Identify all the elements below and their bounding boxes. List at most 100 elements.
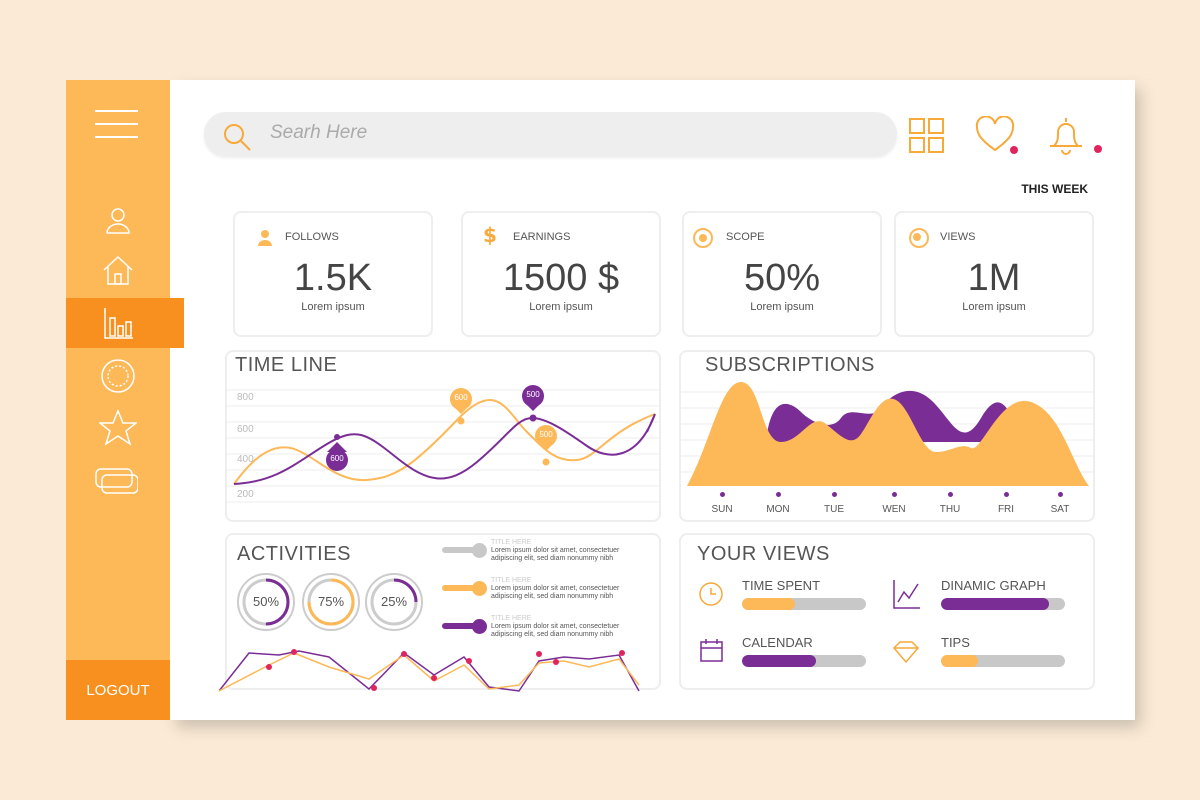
sidebar-item-sun[interactable] (96, 356, 140, 396)
toggle-slider[interactable] (442, 623, 482, 629)
user-icon (258, 230, 272, 246)
timeline-card: TIME LINE 800 600 400 200 600 600 500 50… (225, 350, 661, 522)
calendar-icon (700, 639, 723, 662)
toggle-slider[interactable] (442, 547, 482, 553)
stat-card-views: VIEWS 1M Lorem ipsum (894, 211, 1094, 337)
sidebar-item-user[interactable] (96, 200, 140, 240)
day-dot (1003, 492, 1009, 497)
day-dot (719, 492, 725, 497)
stat-card-scope: SCOPE 50% Lorem ipsum (682, 211, 882, 337)
subscriptions-title: SUBSCRIPTIONS (705, 354, 875, 376)
search-input[interactable]: Searh Here (204, 112, 897, 156)
activity-title: TITLE HERE (491, 615, 532, 622)
stat-card-earnings: $ EARNINGS 1500 $ Lorem ipsum (461, 211, 661, 337)
view-progress-bar (742, 655, 866, 667)
activities-line-chart (219, 649, 640, 692)
y-tick: 800 (237, 392, 254, 403)
sidebar-item-star[interactable] (96, 408, 140, 448)
sidebar-item-home[interactable] (96, 250, 140, 290)
sun-icon (101, 359, 135, 393)
activity-text: Lorem ipsum dolor sit amet, consectetuer (491, 547, 620, 554)
home-icon (103, 255, 133, 285)
ring-label: 25% (380, 594, 408, 609)
marker-label: 500 (539, 430, 553, 439)
day-label: SUN (711, 504, 733, 515)
grid-icon[interactable] (908, 117, 946, 155)
stat-sub: Lorem ipsum (962, 301, 1026, 313)
marker-pin (326, 442, 348, 471)
timeline-chart (227, 385, 661, 503)
view-label: DINAMIC GRAPH (941, 578, 1046, 593)
ring-label: 75% (317, 594, 345, 609)
view-label: TIME SPENT (742, 578, 821, 593)
user-icon (106, 208, 130, 234)
progress-fill (742, 598, 796, 610)
marker-label: 500 (526, 390, 540, 399)
day-dot (947, 492, 953, 497)
stat-value: 1M (967, 257, 1021, 299)
orange-series-line (233, 399, 656, 485)
line-graph-icon (893, 580, 920, 609)
stat-sub: Lorem ipsum (750, 301, 814, 313)
stat-card-follows: FOLLOWS 1.5K Lorem ipsum (233, 211, 433, 337)
day-dot (1057, 492, 1063, 497)
progress-ring: 25% (364, 572, 424, 632)
view-progress-bar (941, 655, 1065, 667)
subscriptions-chart (681, 382, 1095, 486)
marker-label: 600 (454, 393, 468, 402)
menu-icon[interactable] (94, 104, 138, 144)
ring-label: 50% (252, 594, 280, 609)
target-icon (693, 228, 713, 248)
day-label: WEN (882, 504, 906, 515)
period-label: THIS WEEK (1021, 182, 1088, 196)
view-label: TIPS (941, 635, 970, 650)
activity-title: TITLE HERE (491, 539, 532, 546)
view-progress-bar (742, 598, 866, 610)
toggle-slider[interactable] (442, 585, 482, 591)
day-label: TUE (824, 504, 844, 515)
eye-icon (909, 228, 929, 248)
y-tick: 200 (237, 489, 254, 500)
slider-knob[interactable] (472, 581, 487, 596)
search-placeholder: Searh Here (270, 122, 368, 143)
star-icon (99, 409, 137, 446)
activity-text: Lorem ipsum dolor sit amet, consectetuer (491, 585, 620, 592)
marker-label: 600 (330, 454, 344, 463)
sidebar-item-chart[interactable] (96, 303, 140, 343)
stat-value: 1.5K (293, 257, 373, 299)
clock-icon (699, 582, 723, 606)
activity-title: TITLE HERE (491, 577, 532, 584)
logout-button[interactable]: LOGOUT (66, 660, 170, 720)
ring-progress (370, 578, 418, 626)
subscriptions-card: SUBSCRIPTIONS (679, 350, 1095, 522)
slider-knob[interactable] (472, 543, 487, 558)
purple-series-line (233, 413, 656, 485)
activity-text: Lorem ipsum dolor sit amet, consectetuer (491, 623, 620, 630)
bell-icon[interactable] (1048, 116, 1106, 158)
view-progress-bar (941, 598, 1065, 610)
data-point (542, 458, 550, 466)
activity-item: TITLE HERE Lorem ipsum dolor sit amet, co… (442, 539, 662, 579)
activity-text: adipiscing elit, sed diam nonummy nibh (491, 593, 614, 600)
stat-label: VIEWS (940, 231, 976, 243)
orange-area (687, 382, 1089, 486)
stat-value: 50% (743, 257, 821, 299)
activities-title: ACTIVITIES (237, 543, 351, 565)
data-point (334, 434, 340, 440)
day-label: FRI (997, 504, 1015, 515)
y-tick: 600 (237, 424, 254, 435)
progress-ring: 75% (301, 572, 361, 632)
sidebar-item-cards[interactable] (94, 460, 138, 500)
activity-item: TITLE HERE Lorem ipsum dolor sit amet, co… (442, 577, 662, 617)
stat-label: EARNINGS (513, 231, 571, 243)
day-label: MON (766, 504, 790, 515)
heart-icon[interactable] (975, 116, 1025, 158)
day-dot (831, 492, 837, 497)
slider-knob[interactable] (472, 619, 487, 634)
day-label: THU (939, 504, 961, 515)
bar-chart-icon (104, 308, 133, 339)
marker-pin (535, 425, 557, 451)
y-tick: 400 (237, 454, 254, 465)
diamond-icon (892, 641, 920, 664)
